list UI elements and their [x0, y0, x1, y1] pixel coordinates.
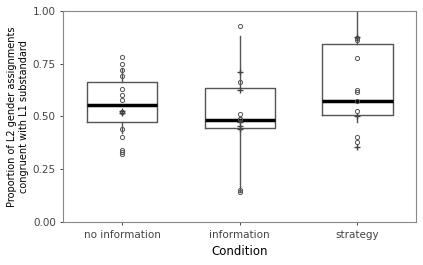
- X-axis label: Condition: Condition: [212, 245, 268, 258]
- Y-axis label: Proportion of L2 gender assignments
congruent with L1 substandard: Proportion of L2 gender assignments cong…: [7, 26, 28, 207]
